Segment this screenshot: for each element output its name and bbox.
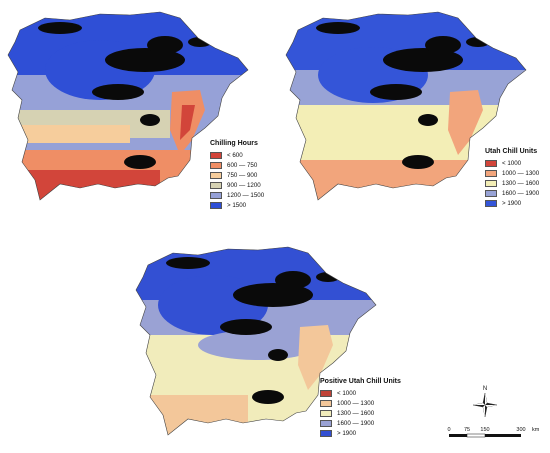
legend-item: > 1900 xyxy=(320,428,401,438)
legend-label: 900 — 1200 xyxy=(227,181,261,189)
legend-item: < 600 xyxy=(210,150,264,160)
legend-label: 1600 — 1900 xyxy=(502,189,540,197)
legend-swatch xyxy=(210,171,222,179)
legend-swatch xyxy=(485,189,497,197)
legend-utah-chill-units: Utah Chill Units < 1000 1000 — 1300 1300… xyxy=(485,148,539,208)
legend-item: > 1500 xyxy=(210,200,264,210)
legend-item: 1300 — 1600 xyxy=(320,408,401,418)
legend-item: 750 — 900 xyxy=(210,170,264,180)
legend-label: 600 — 750 xyxy=(227,161,258,169)
legend-label: 1300 — 1600 xyxy=(502,179,540,187)
legend-item: 900 — 1200 xyxy=(210,180,264,190)
legend-label: 1000 — 1300 xyxy=(502,169,540,177)
legend-swatch xyxy=(485,159,497,167)
legend-swatch xyxy=(210,181,222,189)
map-positive-utah-chill-units xyxy=(128,235,378,445)
legend-item: 1000 — 1300 xyxy=(485,168,539,178)
legend-swatch xyxy=(210,161,222,169)
scale-tick-label: 75 xyxy=(464,427,470,433)
legend-label: 1000 — 1300 xyxy=(337,399,375,407)
legend-label: > 1500 xyxy=(227,201,247,209)
legend-swatch xyxy=(210,151,222,159)
legend-label: 1600 — 1900 xyxy=(337,419,375,427)
legend-swatch xyxy=(485,199,497,207)
legend-chilling-hours: Chilling Hours < 600 600 — 750 750 — 900… xyxy=(210,140,264,210)
map-chilling-hours xyxy=(0,0,250,210)
legend-swatch xyxy=(320,429,332,437)
legend-swatch xyxy=(320,399,332,407)
legend-swatch xyxy=(320,389,332,397)
legend-label: 1300 — 1600 xyxy=(337,409,375,417)
map-utah-chill-units xyxy=(278,0,528,210)
legend-item: 1200 — 1500 xyxy=(210,190,264,200)
legend-swatch xyxy=(485,179,497,187)
scale-unit-label: km xyxy=(532,427,540,433)
legend-label: 750 — 900 xyxy=(227,171,258,179)
legend-swatch xyxy=(210,191,222,199)
legend-item: < 1000 xyxy=(485,158,539,168)
legend-item: 1300 — 1600 xyxy=(485,178,539,188)
legend-item: 600 — 750 xyxy=(210,160,264,170)
north-label: N xyxy=(483,386,487,392)
legend-swatch xyxy=(320,409,332,417)
legend-item: < 1000 xyxy=(320,388,401,398)
legend-label: > 1900 xyxy=(502,199,522,207)
scale-bar: 0 75 150 300 km xyxy=(446,425,548,445)
legend-swatch xyxy=(320,419,332,427)
legend-title: Positive Utah Chill Units xyxy=(320,378,401,385)
legend-item: 1600 — 1900 xyxy=(485,188,539,198)
scale-tick-label: 300 xyxy=(516,427,525,433)
north-arrow: N xyxy=(470,382,500,418)
legend-item: > 1900 xyxy=(485,198,539,208)
legend-item: 1600 — 1900 xyxy=(320,418,401,428)
legend-label: < 600 xyxy=(227,151,243,159)
legend-swatch xyxy=(485,169,497,177)
legend-label: 1200 — 1500 xyxy=(227,191,265,199)
legend-title: Chilling Hours xyxy=(210,140,258,147)
scale-tick-label: 150 xyxy=(480,427,489,433)
legend-label: > 1900 xyxy=(337,429,357,437)
scale-tick-label: 0 xyxy=(447,427,450,433)
legend-positive-utah-chill-units: Positive Utah Chill Units < 1000 1000 — … xyxy=(320,378,401,438)
legend-title: Utah Chill Units xyxy=(485,148,538,155)
legend-label: < 1000 xyxy=(502,159,522,167)
legend-label: < 1000 xyxy=(337,389,357,397)
legend-item: 1000 — 1300 xyxy=(320,398,401,408)
legend-swatch xyxy=(210,201,222,209)
